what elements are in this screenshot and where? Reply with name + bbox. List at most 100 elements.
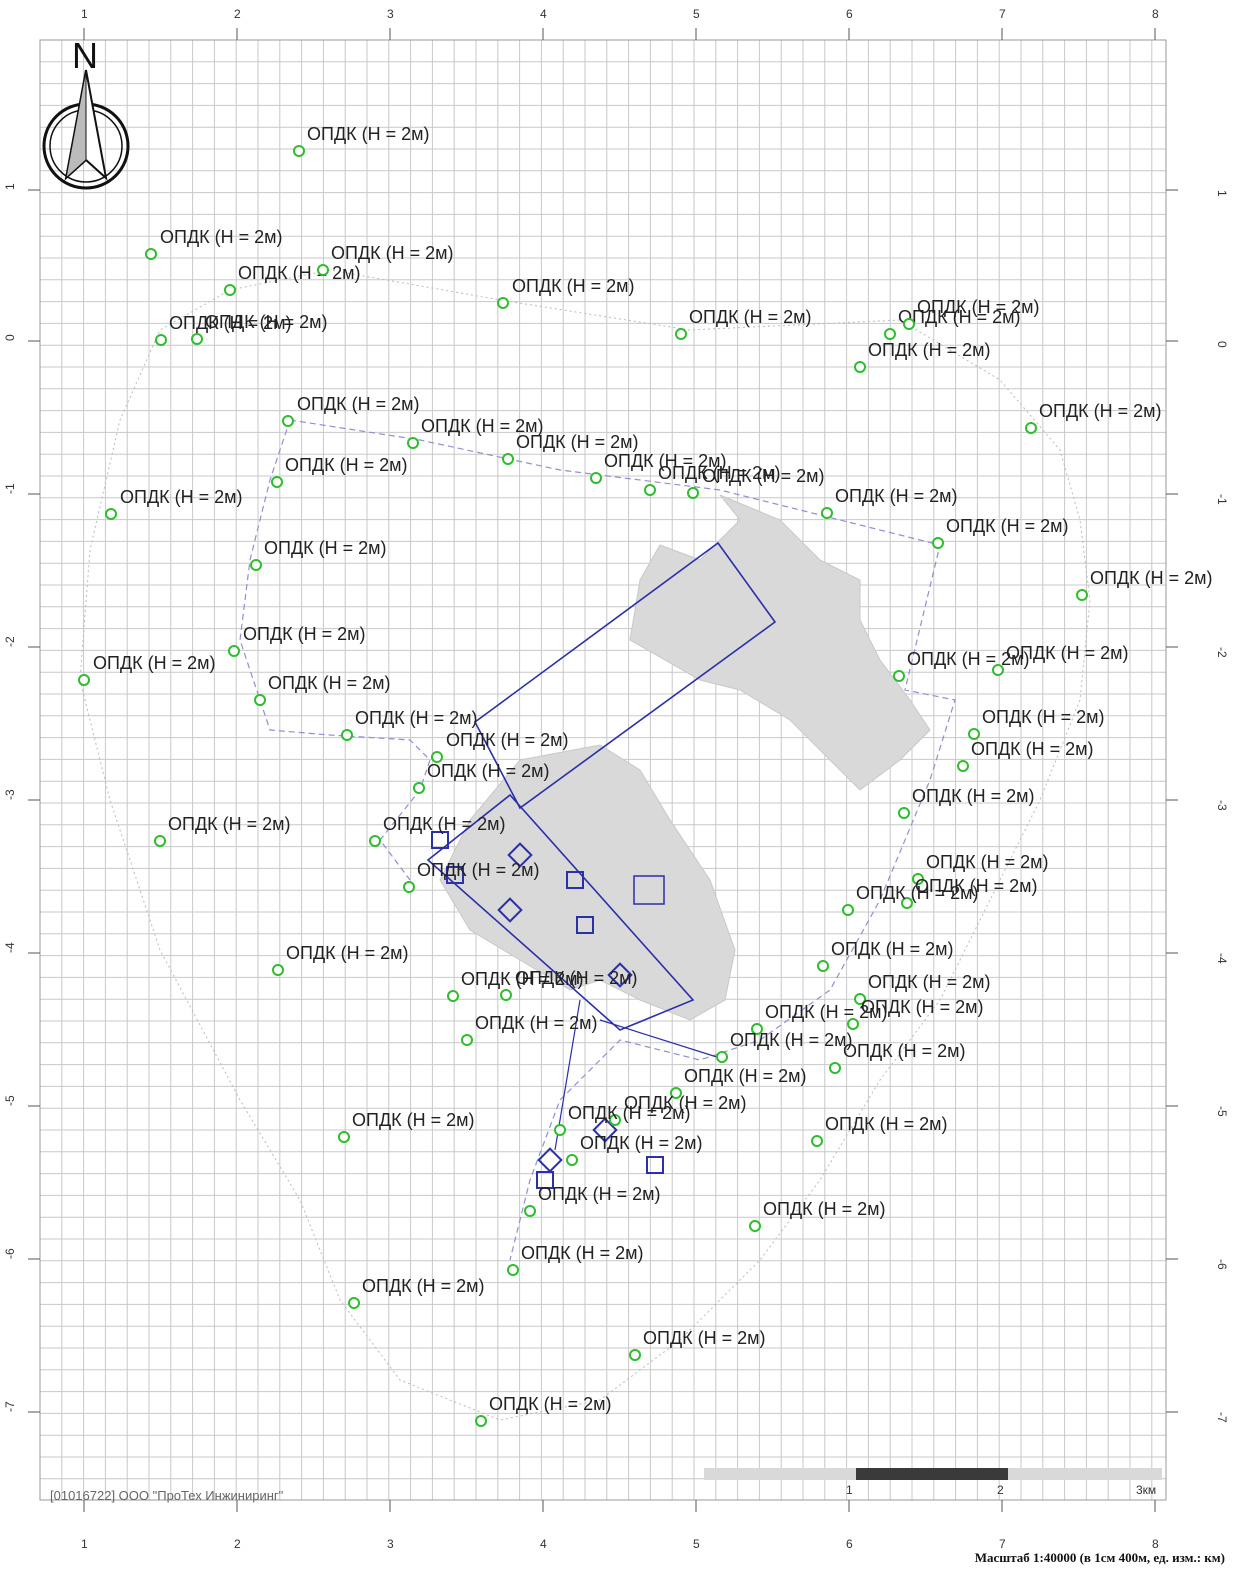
control-point-label: ОПДК (Н = 2м) bbox=[512, 276, 635, 296]
facility-block bbox=[592, 1117, 618, 1143]
control-point-label: ОПДК (Н = 2м) bbox=[355, 708, 478, 728]
control-point-label: ОПДК (Н = 2м) bbox=[538, 1184, 661, 1204]
control-point-marker bbox=[224, 284, 236, 296]
control-point-marker bbox=[507, 1264, 519, 1276]
control-point-label: ОПДК (Н = 2м) bbox=[285, 455, 408, 475]
control-point-marker bbox=[155, 334, 167, 346]
control-point-label: ОПДК (Н = 2м) bbox=[917, 297, 1040, 317]
control-point-marker bbox=[447, 990, 459, 1002]
lake-north bbox=[629, 494, 931, 791]
sanitary-zone-boundary bbox=[239, 419, 956, 1261]
control-point-label: ОПДК (Н = 2м) bbox=[604, 451, 727, 471]
tick-bottom-label: 8 bbox=[1152, 1537, 1159, 1551]
control-point-marker bbox=[407, 437, 419, 449]
scale-segment-2 bbox=[856, 1468, 1008, 1480]
tick-right-label: -1 bbox=[1215, 494, 1229, 505]
control-point-marker bbox=[842, 904, 854, 916]
control-point-marker bbox=[670, 1087, 682, 1099]
control-point-marker bbox=[272, 964, 284, 976]
control-points: ОПДК (Н = 2м)ОПДК (Н = 2м)ОПДК (Н = 2м)О… bbox=[78, 124, 1213, 1427]
control-point-label: ОПДК (Н = 2м) bbox=[825, 1114, 948, 1134]
control-point-marker bbox=[644, 484, 656, 496]
control-point-label: ОПДК (Н = 2м) bbox=[763, 1199, 886, 1219]
control-point-label: ОПДК (Н = 2м) bbox=[1039, 401, 1162, 421]
control-point-marker bbox=[293, 145, 305, 157]
control-point-label: ОПДК (Н = 2м) bbox=[1090, 568, 1213, 588]
scale-bar-label: 2 bbox=[997, 1483, 1004, 1497]
control-point-marker bbox=[105, 508, 117, 520]
control-point-marker bbox=[566, 1154, 578, 1166]
control-point-label: ОПДК (Н = 2м) bbox=[912, 786, 1035, 806]
control-point-marker bbox=[1076, 589, 1088, 601]
control-point-marker bbox=[282, 415, 294, 427]
control-point-marker bbox=[271, 476, 283, 488]
control-point-label: ОПДК (Н = 2м) bbox=[421, 416, 544, 436]
control-point-label: ОПДК (Н = 2м) bbox=[286, 943, 409, 963]
control-point-label: ОПДК (Н = 2м) bbox=[205, 312, 328, 332]
control-point-label: ОПДК (Н = 2м) bbox=[868, 972, 991, 992]
facility-block bbox=[497, 897, 523, 923]
control-point-marker bbox=[431, 751, 443, 763]
facility-block bbox=[431, 831, 449, 849]
tick-left-label: -6 bbox=[3, 1248, 17, 1259]
facility-block bbox=[536, 1171, 554, 1189]
control-point-label: ОПДК (Н = 2м) bbox=[475, 1013, 598, 1033]
control-point-label: ОПДК (Н = 2м) bbox=[843, 1041, 966, 1061]
control-point-label: ОПДК (Н = 2м) bbox=[362, 1276, 485, 1296]
control-point-label: ОПДК (Н = 2м) bbox=[730, 1030, 853, 1050]
control-point-marker bbox=[500, 989, 512, 1001]
control-point-marker bbox=[317, 264, 329, 276]
tick-top-label: 1 bbox=[81, 7, 88, 21]
control-point-marker bbox=[403, 881, 415, 893]
site-rectangle bbox=[473, 541, 777, 810]
control-point-marker bbox=[348, 1297, 360, 1309]
control-point-marker bbox=[497, 297, 509, 309]
control-point-label: ОПДК (Н = 2м) bbox=[264, 538, 387, 558]
facility-block bbox=[446, 866, 464, 884]
tick-top-label: 8 bbox=[1152, 7, 1159, 21]
control-point-label: ОПДК (Н = 2м) bbox=[907, 649, 1030, 669]
facility-block bbox=[607, 962, 633, 988]
control-point-label: ОПДК (Н = 2м) bbox=[624, 1093, 747, 1113]
control-point-label: ОПДК (Н = 2м) bbox=[1006, 643, 1129, 663]
control-point-label: ОПДК (Н = 2м) bbox=[297, 394, 420, 414]
control-point-label: ОПДК (Н = 2м) bbox=[268, 673, 391, 693]
control-point-label: ОПДК (Н = 2м) bbox=[982, 707, 1105, 727]
control-point-marker bbox=[751, 1023, 763, 1035]
control-point-marker bbox=[716, 1051, 728, 1063]
tick-bottom-label: 7 bbox=[999, 1537, 1006, 1551]
control-point-marker bbox=[932, 537, 944, 549]
map-features bbox=[79, 269, 1091, 1421]
coordinate-grid bbox=[39, 39, 1167, 1501]
axis-ticks: 1 1 2 2 3 3 4 4 5 5 6 6 7 7 8 8 1 1 0 0 -1 -1 -2 -2 -3 -3 -4 -4 -5 -5… bbox=[3, 7, 1229, 1551]
north-arrow-icon: N bbox=[42, 35, 130, 190]
facility-block bbox=[507, 842, 533, 868]
control-point-marker bbox=[992, 664, 1004, 676]
tick-bottom-label: 5 bbox=[693, 1537, 700, 1551]
control-point-label: ОПДК (Н = 2м) bbox=[160, 227, 283, 247]
control-point-label: ОПДК (Н = 2м) bbox=[658, 463, 781, 483]
map-scale-text: Масштаб 1:40000 (в 1см 400м, ед. изм.: к… bbox=[974, 1550, 1225, 1565]
control-point-marker bbox=[893, 670, 905, 682]
control-point-marker bbox=[884, 328, 896, 340]
tick-bottom-label: 6 bbox=[846, 1537, 853, 1551]
tick-left-label: 0 bbox=[3, 334, 17, 341]
scale-bar: 1 2 3км bbox=[704, 1468, 1162, 1497]
tick-bottom-label: 3 bbox=[387, 1537, 394, 1551]
control-point-label: ОПДК (Н = 2м) bbox=[684, 1066, 807, 1086]
tick-top-label: 7 bbox=[999, 7, 1006, 21]
control-point-label: ОПДК (Н = 2м) bbox=[515, 968, 638, 988]
control-point-marker bbox=[78, 674, 90, 686]
control-point-marker bbox=[228, 645, 240, 657]
control-point-label: ОПДК (Н = 2м) bbox=[835, 486, 958, 506]
facility-block bbox=[646, 1156, 664, 1174]
scale-segment-1 bbox=[704, 1468, 856, 1480]
control-point-marker bbox=[475, 1415, 487, 1427]
tick-top-label: 5 bbox=[693, 7, 700, 21]
control-point-label: ОПДК (Н = 2м) bbox=[383, 814, 506, 834]
control-point-label: ОПДК (Н = 2м) bbox=[120, 487, 243, 507]
tick-top-label: 6 bbox=[846, 7, 853, 21]
tick-left-label: -3 bbox=[3, 789, 17, 800]
control-point-marker bbox=[898, 807, 910, 819]
control-point-marker bbox=[854, 993, 866, 1005]
